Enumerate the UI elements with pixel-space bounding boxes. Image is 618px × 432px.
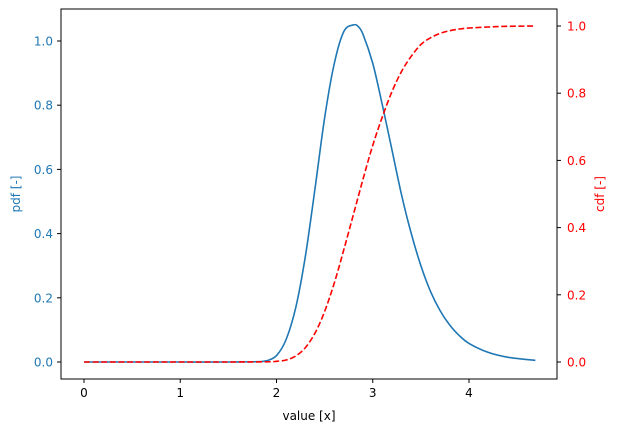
y-right-tick-label: 1.0 bbox=[567, 20, 586, 34]
y-right-tick-label: 0.2 bbox=[567, 288, 586, 302]
x-tick-label: 0 bbox=[80, 386, 88, 400]
y-right-tick-label: 0.6 bbox=[567, 154, 586, 168]
y-left-tick-label: 0.4 bbox=[34, 227, 53, 241]
x-axis-label: value [x] bbox=[282, 409, 335, 423]
pdf-line bbox=[83, 23, 536, 363]
plot-lines bbox=[83, 23, 536, 363]
y-left-tick-label: 0.0 bbox=[34, 356, 53, 370]
y-left-tick-label: 0.6 bbox=[34, 163, 53, 177]
x-tick-label: 2 bbox=[273, 386, 281, 400]
x-axis-ticks: 0 1 2 3 4 bbox=[80, 379, 473, 400]
y-axis-left-ticks: 0.0 0.2 0.4 0.6 0.8 1.0 bbox=[34, 35, 61, 370]
x-tick-label: 4 bbox=[465, 386, 473, 400]
y-right-tick-label: 0.4 bbox=[567, 221, 586, 235]
y-axis-right-label: cdf [-] bbox=[593, 176, 607, 212]
axes-frame bbox=[60, 8, 558, 380]
cdf-line bbox=[83, 25, 536, 363]
y-right-tick-label: 0.8 bbox=[567, 87, 586, 101]
y-left-tick-label: 0.2 bbox=[34, 291, 53, 305]
x-tick-label: 1 bbox=[176, 386, 184, 400]
y-right-tick-label: 0.0 bbox=[567, 356, 586, 370]
y-left-tick-label: 0.8 bbox=[34, 99, 53, 113]
x-tick-label: 3 bbox=[369, 386, 377, 400]
y-axis-left-label: pdf [-] bbox=[9, 176, 23, 213]
y-left-tick-label: 1.0 bbox=[34, 35, 53, 49]
y-axis-right-ticks: 0.0 0.2 0.4 0.6 0.8 1.0 bbox=[557, 20, 586, 370]
